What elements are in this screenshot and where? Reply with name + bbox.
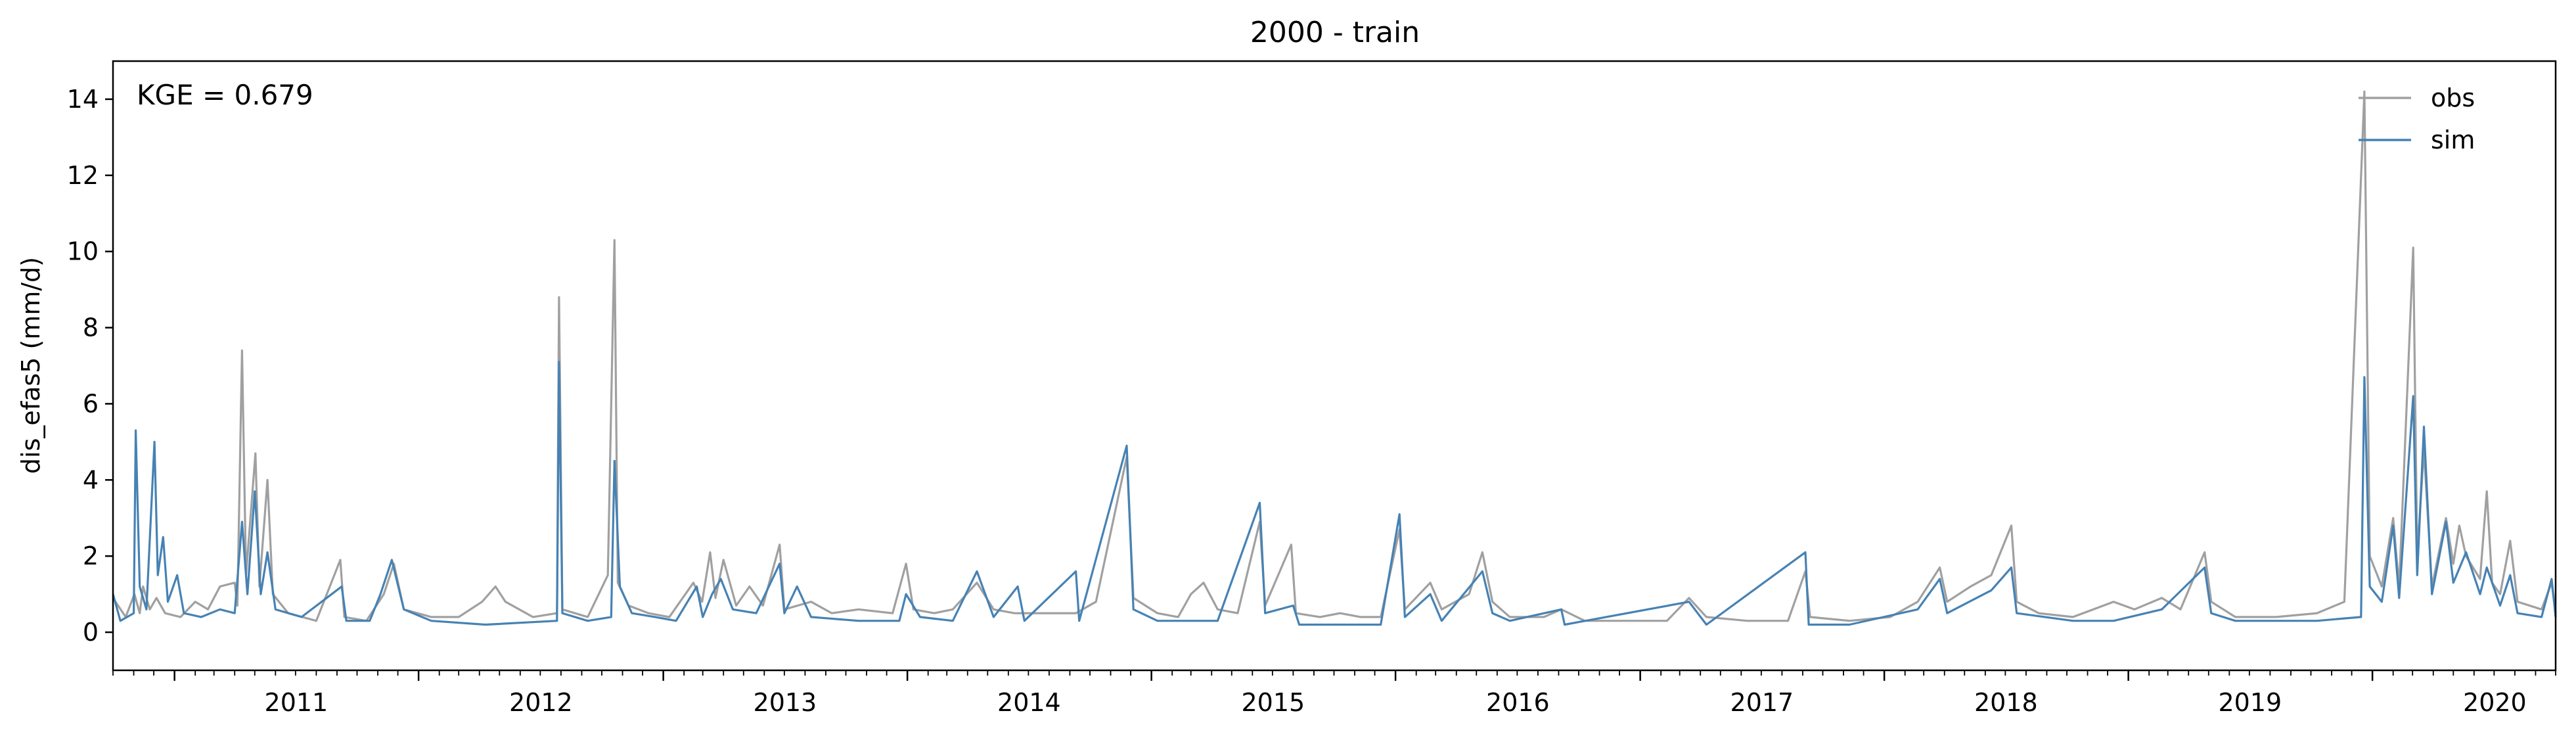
legend: obs sim	[2359, 83, 2475, 154]
y-tick-label: 2	[83, 542, 99, 570]
y-tick-label: 14	[67, 85, 99, 114]
kge-annotation: KGE = 0.679	[137, 79, 313, 111]
x-tick-label: 2017	[1730, 688, 1794, 717]
x-axis: 2011 2012 2013 2014 2015 2016 2017 2018 2019 2020	[112, 670, 2556, 717]
x-tick-label: 2015	[1242, 688, 1305, 717]
x-tick-label: 2018	[1974, 688, 2038, 717]
plot-area-frame	[112, 60, 2557, 672]
legend-label-obs: obs	[2431, 83, 2475, 112]
series-line-sim	[112, 361, 2557, 626]
chart-title: 2000 - train	[1250, 16, 1420, 49]
legend-label-sim: sim	[2431, 126, 2475, 154]
x-tick-label: 2019	[2219, 688, 2282, 717]
y-tick-label: 0	[83, 618, 99, 647]
y-tick-label: 6	[83, 389, 99, 418]
y-tick-label: 12	[67, 161, 99, 190]
y-axis: 0 2 4 6 8 10 12 14	[67, 85, 113, 647]
series-layer	[112, 90, 2557, 626]
x-tick-label: 2020	[2463, 688, 2527, 717]
y-tick-label: 8	[83, 313, 99, 342]
y-tick-label: 10	[67, 237, 99, 266]
x-tick-label: 2012	[509, 688, 573, 717]
y-tick-label: 4	[83, 465, 99, 494]
x-tick-label: 2014	[997, 688, 1061, 717]
series-line-obs	[112, 90, 2557, 622]
y-axis-label: dis_efas5 (mm/d)	[16, 257, 45, 474]
x-tick-label: 2013	[754, 688, 817, 717]
x-tick-label: 2016	[1486, 688, 1550, 717]
x-tick-label: 2011	[265, 688, 328, 717]
